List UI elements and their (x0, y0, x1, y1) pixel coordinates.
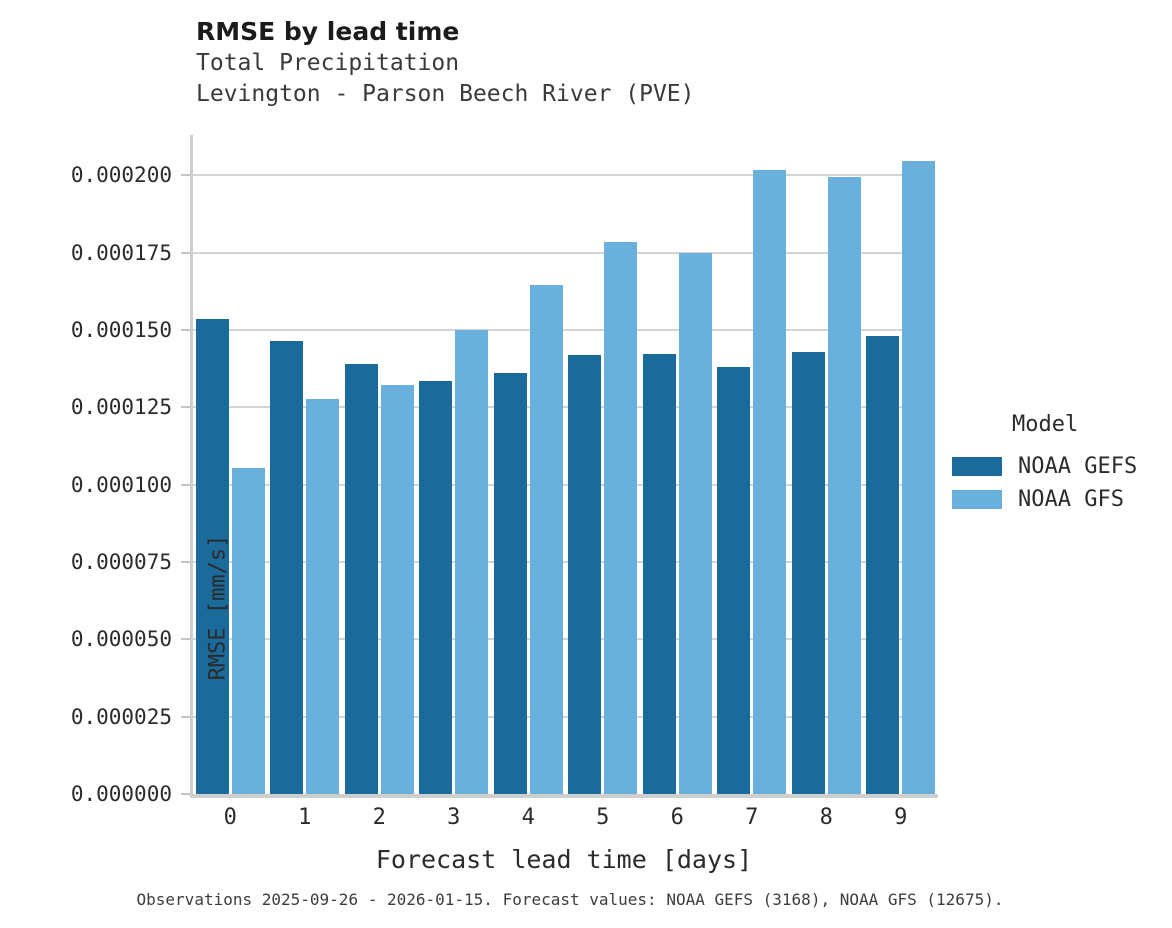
bar-group (568, 135, 638, 794)
footnote: Observations 2025-09-26 - 2026-01-15. Fo… (136, 890, 1004, 909)
x-axis-tick-labels: 0 1 2 3 4 5 6 7 8 9 (190, 805, 938, 835)
bar[interactable] (270, 340, 304, 794)
legend-swatch (952, 457, 1002, 476)
bar-group (866, 135, 936, 794)
bar-group (419, 135, 489, 794)
x-axis-tick-label: 6 (670, 805, 684, 830)
bar[interactable] (866, 335, 900, 794)
bar-group (493, 135, 563, 794)
bar[interactable] (231, 467, 265, 794)
bar[interactable] (791, 352, 825, 794)
x-axis-tick-label: 5 (596, 805, 610, 830)
y-axis-tick (181, 715, 190, 718)
bar[interactable] (717, 366, 751, 794)
x-axis-tick-label: 0 (223, 805, 237, 830)
bar[interactable] (344, 363, 378, 794)
y-axis-tick (181, 793, 190, 795)
legend-label: NOAA GEFS (1018, 453, 1138, 479)
legend-title: Model (1012, 412, 1079, 437)
bar[interactable] (642, 353, 676, 794)
legend-item-gefs[interactable]: NOAA GEFS (952, 450, 1167, 483)
y-axis-spine (190, 135, 193, 794)
y-axis-tick-label: 0.000000 (70, 782, 172, 806)
y-axis-tick-label: 0.000100 (70, 472, 172, 497)
y-axis-label: RMSE [mm/s] (205, 534, 231, 681)
y-axis-tick-label: 0.000075 (70, 549, 172, 574)
bar-group (270, 135, 340, 794)
gridline (193, 483, 935, 486)
y-axis-tick (181, 406, 190, 409)
bar[interactable] (827, 177, 861, 794)
gridline (193, 174, 935, 177)
x-axis-tick-label: 7 (745, 805, 759, 830)
legend-item-gfs[interactable]: NOAA GFS (952, 483, 1167, 516)
y-axis-tick-label: 0.000200 (70, 163, 172, 188)
y-axis-tick (181, 483, 190, 486)
gridline (193, 328, 935, 331)
y-axis-tick (181, 560, 190, 563)
x-axis-tick-label: 8 (819, 805, 833, 830)
gridline (193, 638, 935, 641)
gridline (193, 560, 935, 563)
legend: Model NOAA GEFS NOAA GFS (952, 410, 1167, 516)
y-axis-tick-label: 0.000150 (70, 317, 172, 342)
bar-group (717, 135, 787, 794)
y-axis-tick (181, 328, 190, 331)
y-axis-tick-label: 0.000050 (70, 627, 172, 652)
gridline (193, 406, 935, 409)
bar-group (791, 135, 861, 794)
bar[interactable] (902, 160, 936, 794)
legend-entries: NOAA GEFS NOAA GFS (952, 450, 1167, 516)
chart-subtitle-variable: Total Precipitation (196, 50, 460, 76)
legend-label: NOAA GFS (1018, 486, 1124, 512)
y-axis-tick (181, 174, 190, 177)
y-axis-tick-label: 0.000025 (70, 704, 172, 729)
page-title: RMSE by lead time (196, 17, 460, 46)
x-axis-tick-label: 9 (894, 805, 908, 830)
bar[interactable] (455, 329, 489, 794)
plot-area: RMSE [mm/s] (181, 135, 938, 798)
bar-group (642, 135, 712, 794)
bar[interactable] (604, 241, 638, 794)
y-axis-tick-labels: 0.000000 0.000025 0.000050 0.000075 0.000100… (0, 135, 172, 805)
legend-swatch (952, 490, 1002, 509)
y-axis-tick-label: 0.000125 (70, 395, 172, 420)
title-block: RMSE by lead time Total Precipitation Le… (196, 16, 956, 110)
x-axis-spine (190, 794, 938, 798)
bar[interactable] (678, 252, 712, 794)
bar[interactable] (568, 355, 602, 794)
bar[interactable] (493, 372, 527, 794)
x-axis-tick-label: 4 (521, 805, 535, 830)
bar[interactable] (529, 285, 563, 794)
x-axis-label: Forecast lead time [days] (375, 845, 753, 874)
gridline (193, 715, 935, 718)
y-axis-tick (181, 251, 190, 254)
chart-subtitle-location: Levington - Parson Beech River (PVE) (196, 81, 695, 107)
y-axis-tick (181, 638, 190, 641)
y-axis-tick-label: 0.000175 (70, 240, 172, 265)
x-axis-tick-label: 3 (447, 805, 461, 830)
x-axis-tick-label: 2 (372, 805, 386, 830)
gridline (193, 251, 935, 254)
bar[interactable] (380, 385, 414, 794)
bar[interactable] (753, 169, 787, 794)
bar[interactable] (195, 319, 229, 794)
bar[interactable] (419, 380, 453, 794)
bar[interactable] (306, 398, 340, 794)
bar-group (344, 135, 414, 794)
bar-group (195, 135, 265, 794)
x-axis-tick-label: 1 (298, 805, 312, 830)
